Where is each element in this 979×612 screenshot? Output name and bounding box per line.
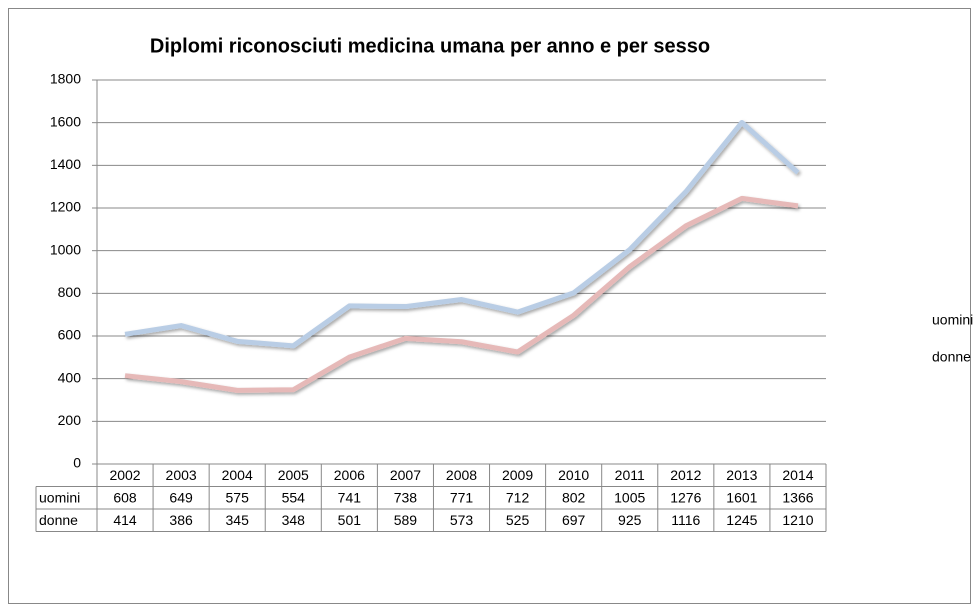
table-value: 575 [226, 489, 250, 505]
x-tick-label: 2002 [109, 467, 140, 483]
table-value: 741 [338, 489, 362, 505]
y-tick-label: 1200 [50, 199, 81, 215]
table-value: 738 [394, 489, 418, 505]
table-value: 1245 [726, 512, 757, 528]
legend-label: uomini [932, 312, 973, 328]
table-value: 573 [450, 512, 474, 528]
x-tick-label: 2014 [782, 467, 813, 483]
x-tick-label: 2013 [726, 467, 757, 483]
table-value: 386 [169, 512, 193, 528]
series-line [124, 195, 799, 393]
table-value: 348 [282, 512, 306, 528]
table-value: 925 [618, 512, 642, 528]
x-tick-label: 2004 [222, 467, 253, 483]
x-tick-label: 2012 [670, 467, 701, 483]
x-tick-label: 2003 [166, 467, 197, 483]
x-tick-label: 2010 [558, 467, 589, 483]
x-tick-label: 2009 [502, 467, 533, 483]
table-value: 589 [394, 512, 418, 528]
table-value: 712 [506, 489, 530, 505]
y-tick-label: 1600 [50, 113, 81, 129]
table-value: 771 [450, 489, 474, 505]
table-row-label: uomini [39, 489, 80, 505]
table-value: 414 [113, 512, 137, 528]
table-row-label: donne [39, 512, 78, 528]
x-tick-label: 2008 [446, 467, 477, 483]
y-tick-label: 1000 [50, 241, 81, 257]
x-tick-label: 2011 [615, 467, 645, 483]
table-value: 802 [562, 489, 586, 505]
table-value: 1601 [726, 489, 757, 505]
chart-title: Diplomi riconosciuti medicina umana per … [150, 35, 710, 57]
table-value: 345 [226, 512, 250, 528]
y-tick-label: 200 [58, 412, 82, 428]
table-value: 1210 [782, 512, 813, 528]
y-tick-label: 1400 [50, 156, 81, 172]
table-value: 501 [338, 512, 362, 528]
table-value: 697 [562, 512, 586, 528]
y-tick-label: 800 [58, 284, 82, 300]
x-tick-label: 2006 [334, 467, 365, 483]
table-value: 554 [282, 489, 306, 505]
y-tick-label: 0 [73, 455, 81, 471]
table-value: 1366 [782, 489, 813, 505]
series-line [124, 119, 800, 349]
table-value: 649 [169, 489, 193, 505]
table-value: 1276 [670, 489, 701, 505]
y-tick-label: 1800 [50, 71, 81, 87]
table-value: 525 [506, 512, 530, 528]
legend-label: donne [932, 349, 971, 365]
x-tick-label: 2007 [390, 467, 421, 483]
table-value: 1005 [614, 489, 645, 505]
y-tick-label: 600 [58, 327, 82, 343]
y-tick-label: 400 [58, 369, 82, 385]
x-tick-label: 2005 [278, 467, 309, 483]
table-value: 608 [113, 489, 137, 505]
table-value: 1116 [671, 512, 700, 528]
